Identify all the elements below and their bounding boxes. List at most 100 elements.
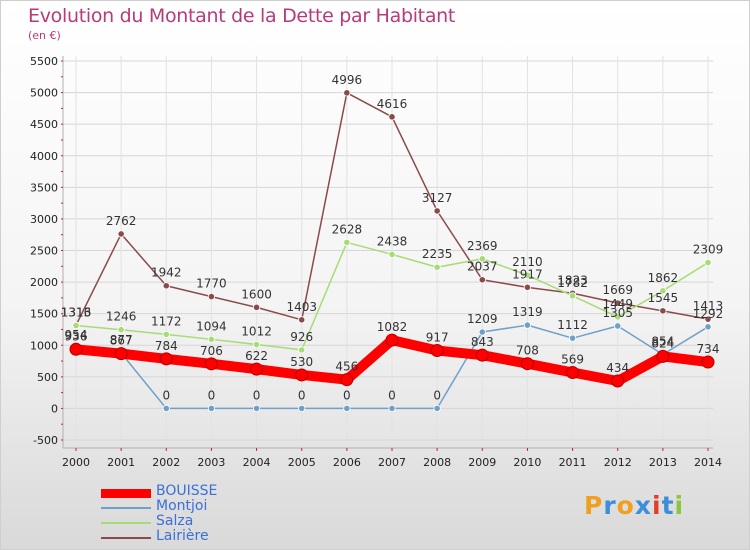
data-point-salza bbox=[117, 326, 125, 334]
data-label-bouisse: 843 bbox=[471, 335, 494, 349]
data-point-montjoi bbox=[252, 404, 261, 413]
y-tick-label: 2000 bbox=[30, 276, 58, 289]
data-label-lairiere: 1545 bbox=[648, 291, 679, 305]
legend-label-lairiere: Lairière bbox=[156, 528, 209, 544]
data-label-lairiere: 1770 bbox=[196, 277, 227, 291]
x-tick-label: 2001 bbox=[107, 456, 135, 469]
data-point-bouisse bbox=[204, 357, 218, 371]
data-point-lairiere bbox=[614, 299, 622, 307]
data-label-salza: 2369 bbox=[467, 239, 498, 253]
x-tick-label: 2007 bbox=[378, 456, 406, 469]
y-tick-label: 3000 bbox=[30, 213, 58, 226]
legend-label-bouisse: BOUISSE bbox=[156, 483, 218, 499]
data-label-salza: 1313 bbox=[61, 305, 92, 319]
data-point-bouisse bbox=[566, 365, 580, 379]
data-point-montjoi bbox=[162, 404, 170, 413]
data-point-bouisse bbox=[475, 348, 489, 362]
data-label-lairiere: 3127 bbox=[422, 191, 453, 205]
data-point-salza bbox=[72, 321, 80, 330]
data-point-montjoi bbox=[298, 404, 306, 413]
chart-subtitle: (en €) bbox=[28, 29, 61, 42]
x-tick-label: 2011 bbox=[559, 456, 587, 469]
data-point-salza bbox=[659, 287, 667, 295]
legend-swatch-montjoi bbox=[101, 507, 151, 509]
data-point-salza bbox=[433, 263, 441, 271]
logo-letter: i bbox=[674, 491, 685, 520]
data-label-salza: 2309 bbox=[693, 243, 724, 257]
data-point-bouisse bbox=[701, 355, 715, 369]
data-label-bouisse: 867 bbox=[110, 334, 133, 348]
data-point-lairiere bbox=[252, 303, 261, 311]
y-tick-label: 4000 bbox=[30, 150, 58, 163]
data-point-bouisse bbox=[340, 373, 354, 387]
data-point-montjoi bbox=[704, 323, 712, 331]
data-label-montjoi: 0 bbox=[162, 388, 170, 402]
x-tick-label: 2009 bbox=[468, 456, 496, 469]
data-label-bouisse: 569 bbox=[561, 352, 584, 366]
data-point-bouisse bbox=[250, 362, 264, 376]
data-label-lairiere: 1669 bbox=[602, 283, 633, 297]
data-label-bouisse: 917 bbox=[426, 330, 449, 344]
legend-swatch-salza bbox=[101, 522, 151, 524]
data-point-bouisse bbox=[295, 368, 309, 382]
legend-item-montjoi: Montjoi bbox=[101, 498, 321, 515]
axes: -500 0 500 1000 1500 2000 2500 3000 3500 4000 4500… bbox=[30, 55, 722, 469]
data-label-montjoi: 0 bbox=[343, 388, 351, 402]
data-label-salza: 2438 bbox=[377, 234, 408, 248]
data-label-montjoi: 0 bbox=[388, 388, 396, 402]
data-point-salza bbox=[614, 313, 622, 321]
data-label-lairiere: 1403 bbox=[286, 300, 317, 314]
data-point-lairiere bbox=[117, 230, 125, 238]
data-label-montjoi: 0 bbox=[298, 388, 306, 402]
data-point-montjoi bbox=[478, 328, 486, 336]
y-tick-label: 2500 bbox=[30, 245, 58, 258]
data-label-lairiere: 1917 bbox=[512, 267, 543, 281]
data-point-salza bbox=[207, 335, 216, 343]
x-tick-label: 2008 bbox=[423, 456, 451, 469]
legend-swatch-lairiere bbox=[101, 537, 151, 539]
logo-letter: P bbox=[584, 491, 604, 520]
y-tick-label: 1500 bbox=[30, 308, 58, 321]
logo-letter: t bbox=[661, 491, 675, 520]
data-point-montjoi bbox=[523, 321, 532, 329]
data-label-bouisse: 936 bbox=[65, 329, 88, 343]
data-point-montjoi bbox=[568, 334, 577, 342]
legend-item-lairiere: Lairière bbox=[101, 528, 321, 545]
data-label-bouisse: 734 bbox=[697, 342, 720, 356]
data-point-salza bbox=[162, 330, 170, 338]
data-point-lairiere bbox=[207, 293, 216, 301]
data-label-bouisse: 824 bbox=[651, 336, 674, 350]
data-point-salza bbox=[343, 238, 351, 247]
x-tick-label: 2012 bbox=[604, 456, 632, 469]
data-label-bouisse: 1082 bbox=[377, 320, 408, 334]
data-label-lairiere: 1600 bbox=[241, 287, 272, 301]
data-label-salza: 1012 bbox=[241, 324, 272, 338]
data-point-salza bbox=[298, 346, 306, 354]
logo-letter: x bbox=[634, 491, 652, 520]
x-tick-label: 2006 bbox=[333, 456, 361, 469]
x-tick-label: 2004 bbox=[243, 456, 271, 469]
data-label-salza: 1246 bbox=[106, 310, 137, 324]
data-point-lairiere bbox=[388, 113, 396, 121]
data-point-bouisse bbox=[385, 333, 399, 347]
x-tick-label: 2003 bbox=[197, 456, 225, 469]
data-point-salza bbox=[478, 255, 486, 263]
data-label-salza: 1094 bbox=[196, 319, 227, 333]
data-point-lairiere bbox=[433, 207, 441, 215]
data-point-montjoi bbox=[207, 404, 216, 413]
y-tick-label: 1000 bbox=[30, 339, 58, 352]
y-tick-label: 3500 bbox=[30, 181, 58, 194]
legend-item-salza: Salza bbox=[101, 513, 321, 530]
data-label-lairiere: 1823 bbox=[557, 273, 588, 287]
data-point-bouisse bbox=[159, 352, 173, 366]
x-tick-label: 2005 bbox=[288, 456, 316, 469]
y-tick-label: -500 bbox=[33, 434, 58, 447]
y-tick-label: 500 bbox=[37, 371, 58, 384]
data-point-salza bbox=[252, 340, 261, 349]
data-label-lairiere: 4996 bbox=[332, 73, 363, 87]
y-tick-label: 0 bbox=[51, 402, 58, 415]
data-label-bouisse: 434 bbox=[606, 361, 629, 375]
data-label-montjoi: 1112 bbox=[557, 318, 588, 332]
data-label-bouisse: 706 bbox=[200, 344, 223, 358]
x-tick-label: 2002 bbox=[152, 456, 180, 469]
